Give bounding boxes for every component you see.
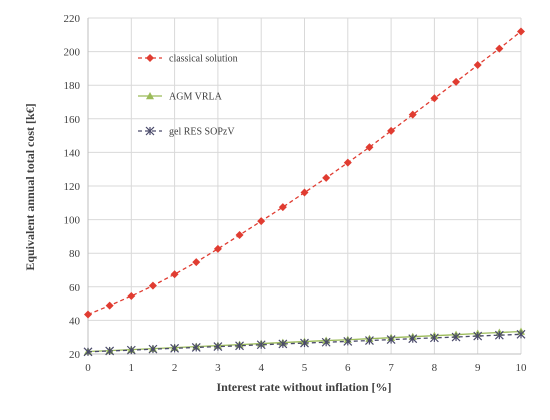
data-point <box>321 337 331 347</box>
data-point <box>516 329 526 339</box>
data-point <box>170 270 179 279</box>
x-tick-label: 4 <box>258 362 264 374</box>
legend: classical solution AGM VRLA gel RES SOPzV <box>138 54 238 138</box>
data-point <box>408 334 418 344</box>
series-line <box>87 333 522 353</box>
data-point <box>127 292 136 301</box>
data-point <box>278 339 288 349</box>
legend-label: gel RES SOPzV <box>169 127 235 138</box>
data-point <box>495 44 504 53</box>
x-tick-label: 1 <box>129 362 135 374</box>
legend-label: classical solution <box>169 54 238 65</box>
x-tick-label: 8 <box>432 362 438 374</box>
legend-marker <box>145 126 155 136</box>
legend-label: AGM VRLA <box>169 92 223 103</box>
y-tick-label: 100 <box>64 215 81 227</box>
y-tick-label: 60 <box>69 282 81 294</box>
y-tick-label: 120 <box>64 181 81 193</box>
x-tick-label: 9 <box>475 362 481 374</box>
data-point <box>148 344 158 354</box>
data-point <box>451 332 461 342</box>
data-point <box>365 143 374 152</box>
x-tick-label: 6 <box>345 362 351 374</box>
data-point <box>213 342 223 352</box>
tick-labels: 20 40 60 80 100 120 140 160 180 200 220 0 1 2 3 4 5 6 7 8 9 1… <box>64 13 528 374</box>
data-point <box>473 61 482 70</box>
legend-marker <box>146 54 154 62</box>
x-tick-label: 2 <box>172 362 178 374</box>
data-point <box>300 338 309 348</box>
x-tick-label: 5 <box>302 362 308 374</box>
data-point <box>257 217 266 226</box>
data-point <box>235 341 244 351</box>
y-tick-label: 80 <box>69 248 81 260</box>
legend-marker <box>146 92 154 100</box>
y-tick-label: 20 <box>69 349 81 361</box>
axes <box>87 18 521 355</box>
data-point <box>408 110 417 119</box>
data-point <box>452 77 461 86</box>
data-point <box>430 94 439 103</box>
data-point <box>386 335 396 344</box>
data-point <box>387 126 396 135</box>
data-point <box>278 203 287 212</box>
data-point <box>148 281 157 290</box>
x-axis-label: Interest rate without inflation [%] <box>216 380 391 394</box>
y-tick-label: 220 <box>64 13 81 25</box>
y-tick-label: 140 <box>64 147 81 159</box>
y-tick-label: 180 <box>64 80 81 92</box>
data-point <box>105 346 115 356</box>
y-axis-label: Equivalent annual total cost [k€] <box>23 103 37 270</box>
data-point <box>322 173 331 182</box>
series-group <box>83 27 526 357</box>
data-point <box>256 340 266 350</box>
y-tick-label: 160 <box>64 114 81 126</box>
data-point <box>517 27 525 36</box>
data-point <box>473 331 483 341</box>
series-line <box>87 30 522 316</box>
data-point <box>235 231 244 240</box>
data-point <box>343 336 353 346</box>
data-point <box>429 333 439 343</box>
x-tick-label: 7 <box>388 362 394 374</box>
data-point <box>213 244 222 253</box>
data-point <box>170 343 180 353</box>
x-tick-label: 0 <box>85 362 91 374</box>
data-point <box>84 310 92 319</box>
y-tick-label: 200 <box>64 47 81 59</box>
y-tick-label: 40 <box>69 315 81 327</box>
data-point <box>300 188 309 197</box>
data-point <box>343 158 352 167</box>
data-point <box>365 336 374 345</box>
data-point <box>83 347 93 357</box>
data-point <box>494 330 504 340</box>
data-point <box>126 345 136 355</box>
x-tick-label: 3 <box>215 362 221 374</box>
data-point <box>191 343 201 352</box>
data-point <box>105 301 114 310</box>
x-tick-label: 10 <box>516 362 528 374</box>
data-point <box>192 258 201 267</box>
